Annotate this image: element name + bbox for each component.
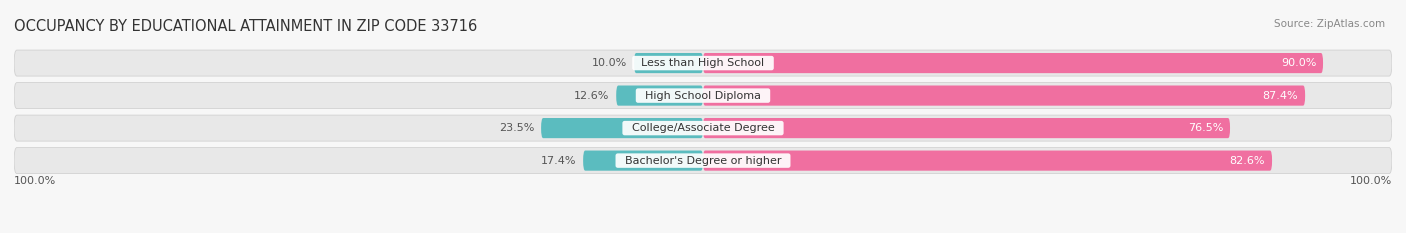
FancyBboxPatch shape [14, 115, 1392, 141]
Text: Bachelor's Degree or higher: Bachelor's Degree or higher [617, 156, 789, 166]
Text: Less than High School: Less than High School [634, 58, 772, 68]
Text: 17.4%: 17.4% [541, 156, 576, 166]
Text: High School Diploma: High School Diploma [638, 91, 768, 101]
FancyBboxPatch shape [703, 118, 1230, 138]
FancyBboxPatch shape [541, 118, 703, 138]
Text: 90.0%: 90.0% [1281, 58, 1316, 68]
Text: 87.4%: 87.4% [1263, 91, 1298, 101]
FancyBboxPatch shape [703, 86, 1305, 106]
Text: 23.5%: 23.5% [499, 123, 534, 133]
FancyBboxPatch shape [616, 86, 703, 106]
FancyBboxPatch shape [703, 151, 1272, 171]
Text: 76.5%: 76.5% [1188, 123, 1223, 133]
FancyBboxPatch shape [14, 147, 1392, 174]
Text: 100.0%: 100.0% [14, 176, 56, 186]
Text: College/Associate Degree: College/Associate Degree [624, 123, 782, 133]
Text: 12.6%: 12.6% [574, 91, 609, 101]
FancyBboxPatch shape [14, 82, 1392, 109]
Text: OCCUPANCY BY EDUCATIONAL ATTAINMENT IN ZIP CODE 33716: OCCUPANCY BY EDUCATIONAL ATTAINMENT IN Z… [14, 19, 477, 34]
FancyBboxPatch shape [703, 53, 1323, 73]
FancyBboxPatch shape [634, 53, 703, 73]
Text: Source: ZipAtlas.com: Source: ZipAtlas.com [1274, 19, 1385, 29]
Text: 82.6%: 82.6% [1230, 156, 1265, 166]
Text: 100.0%: 100.0% [1350, 176, 1392, 186]
Text: 10.0%: 10.0% [592, 58, 627, 68]
FancyBboxPatch shape [14, 50, 1392, 76]
FancyBboxPatch shape [583, 151, 703, 171]
